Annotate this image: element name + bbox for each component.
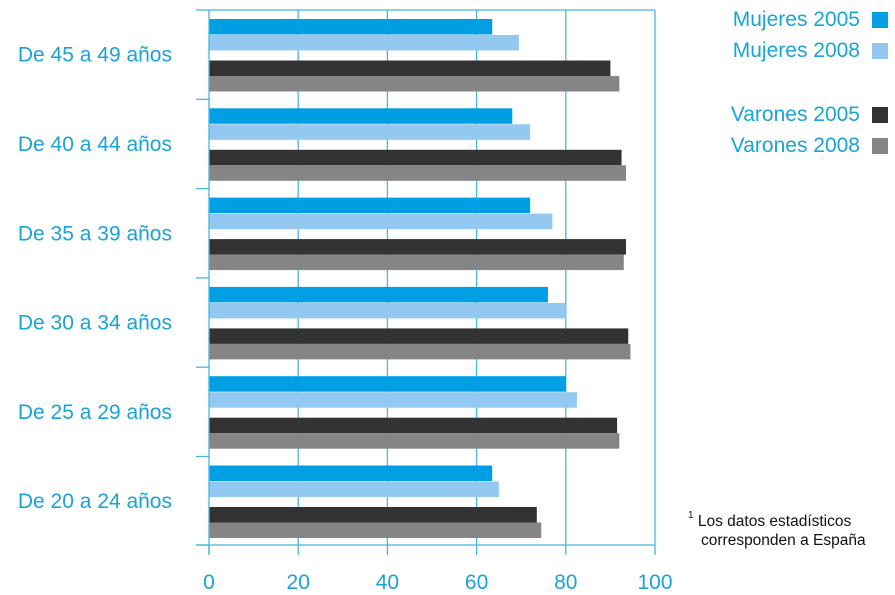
bar-varones-2008-4 <box>209 433 620 449</box>
bar-mujeres-2008-2 <box>209 213 553 230</box>
x-tick-label-60: 60 <box>465 571 488 594</box>
bar-varones-2005-0 <box>209 60 611 76</box>
category-labels: De 45 a 49 años De 40 a 44 años De 35 a 39… <box>18 44 172 514</box>
legend-swatch-0 <box>872 12 888 28</box>
axes <box>196 9 656 555</box>
bar-mujeres-2005-4 <box>209 376 566 392</box>
bar-mujeres-2005-0 <box>209 19 493 35</box>
legend-label-1: Mujeres 2008 <box>733 39 860 62</box>
bar-varones-2008-2 <box>209 254 624 271</box>
x-tick-label-100: 100 <box>637 571 672 594</box>
bar-mujeres-2005-3 <box>209 286 548 303</box>
bar-mujeres-2008-1 <box>209 124 531 140</box>
bar-varones-2005-4 <box>209 417 618 434</box>
legend-label-3: Varones 2008 <box>731 134 860 157</box>
bar-varones-2005-5 <box>209 507 537 523</box>
bar-mujeres-2008-5 <box>209 481 499 497</box>
category-label-4: De 25 a 29 años <box>18 401 172 424</box>
x-tick-labels: 0 20 40 60 80 100 <box>203 571 672 594</box>
legend-label-2: Varones 2005 <box>731 103 860 126</box>
bar-mujeres-2005-5 <box>209 465 493 481</box>
footnote-marker: 1 <box>688 510 694 521</box>
category-label-5: De 20 a 24 años <box>18 490 172 513</box>
category-label-3: De 30 a 34 años <box>18 312 172 335</box>
legend-swatch-3 <box>872 138 888 154</box>
bar-varones-2008-5 <box>209 522 542 538</box>
footnote: 1 Los datos estadísticos corresponden a … <box>688 508 893 550</box>
bar-varones-2008-1 <box>209 165 627 181</box>
category-label-1: De 40 a 44 años <box>18 133 172 156</box>
x-tick-label-0: 0 <box>203 571 215 594</box>
x-tick-label-40: 40 <box>376 571 399 594</box>
grid <box>297 10 656 545</box>
category-label-0: De 45 a 49 años <box>18 44 172 67</box>
bar-mujeres-2005-2 <box>209 197 531 214</box>
bar-varones-2005-3 <box>209 328 629 344</box>
bar-varones-2008-3 <box>209 343 631 360</box>
legend-swatch-1 <box>872 43 888 59</box>
bar-varones-2005-1 <box>209 149 622 166</box>
legend-swatch-2 <box>872 107 888 123</box>
bars <box>209 19 631 538</box>
legend-label-0: Mujeres 2005 <box>733 8 860 31</box>
legend: Mujeres 2005 Mujeres 2008 Varones 2005 Varo… <box>731 8 888 157</box>
category-label-2: De 35 a 39 años <box>18 222 172 245</box>
footnote-line1: Los datos estadísticos <box>697 513 852 531</box>
bar-varones-2005-2 <box>209 239 627 255</box>
x-tick-label-20: 20 <box>287 571 310 594</box>
bar-mujeres-2008-3 <box>209 302 566 319</box>
bar-mujeres-2005-1 <box>209 108 513 124</box>
footnote-line2: corresponden a España <box>701 532 866 550</box>
bar-mujeres-2008-4 <box>209 392 577 408</box>
x-tick-label-80: 80 <box>554 571 577 594</box>
bar-mujeres-2008-0 <box>209 35 519 51</box>
bar-varones-2008-0 <box>209 76 620 92</box>
